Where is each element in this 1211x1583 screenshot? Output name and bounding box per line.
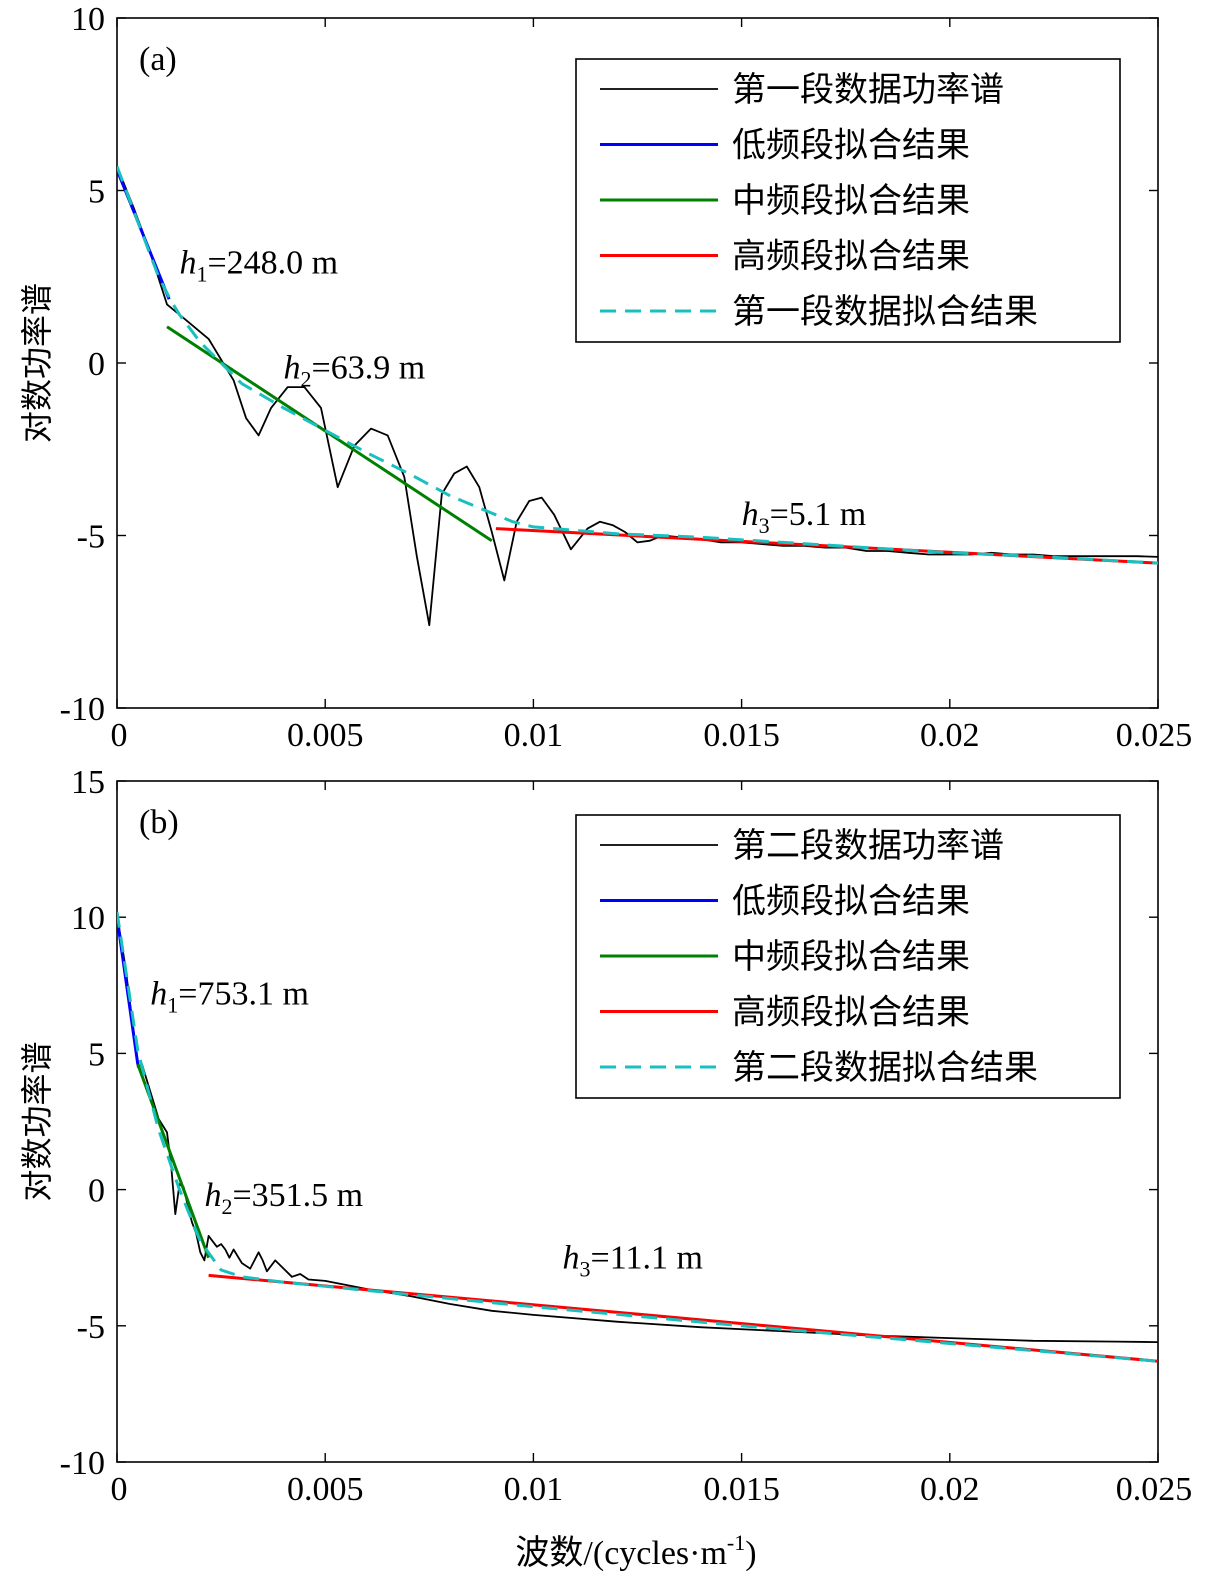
legend-label: 高频段拟合结果 (732, 238, 970, 276)
panel-a: 0 0.005 0.01 0.015 0.02 0.025 -10 -5 0 5 10 对数功率谱 (a… (19, 1, 1192, 754)
thickness-annotation: h3=5.1 m (742, 496, 867, 538)
x-tick-label: 0 (111, 717, 128, 754)
annotation-value: =63.9 m (312, 350, 426, 387)
y-tick-label: 0 (88, 1173, 105, 1210)
y-tick-label: 10 (71, 900, 105, 937)
x-tick-label: 0.02 (920, 717, 980, 754)
legend-label: 第一段数据功率谱 (732, 71, 1004, 109)
y-tick-label: 0 (88, 346, 105, 383)
thickness-annotation: h1=248.0 m (179, 244, 338, 286)
legend-label: 低频段拟合结果 (732, 883, 970, 921)
series-group (117, 911, 1158, 1363)
x-tick-label: 0.02 (920, 1471, 980, 1508)
annotation-value: =351.5 m (232, 1177, 363, 1214)
annotation-subscript: 2 (301, 367, 312, 392)
x-tick-label: 0.015 (703, 1471, 780, 1508)
y-axis-label: 对数功率谱 (19, 1041, 55, 1201)
thickness-annotation: h2=351.5 m (204, 1177, 363, 1219)
panel-b: 0 0.005 0.01 0.015 0.02 0.025 -10 -5 0 5 10 15 对数功率谱… (19, 764, 1192, 1508)
legend-label: 第二段数据拟合结果 (732, 1049, 1038, 1087)
annotation-symbol: h (150, 975, 167, 1012)
series-line-4 (117, 165, 1158, 565)
annotation-value: =753.1 m (178, 975, 309, 1012)
x-axis-label: 波数/(cycles·m-1) (515, 1530, 756, 1572)
annotation-subscript: 3 (580, 1257, 591, 1282)
x-axis-label-text: 波数/(cycles·m (515, 1534, 727, 1572)
annotation-symbol: h (742, 496, 759, 533)
series-line-0 (117, 166, 1158, 627)
thickness-annotation: h2=63.9 m (284, 350, 426, 392)
annotation-symbol: h (284, 350, 301, 387)
legend-label: 第二段数据功率谱 (732, 827, 1004, 865)
x-axis-label-exponent: -1 (727, 1530, 745, 1555)
panel-label: (b) (139, 804, 179, 841)
y-axis-label: 对数功率谱 (19, 283, 55, 443)
annotation-subscript: 2 (221, 1194, 232, 1219)
y-tick-label: 10 (71, 1, 105, 38)
legend-label: 第一段数据拟合结果 (732, 293, 1038, 331)
thickness-annotation: h3=11.1 m (563, 1240, 703, 1282)
x-tick-label: 0.025 (1116, 717, 1193, 754)
legend-label: 低频段拟合结果 (732, 127, 970, 165)
y-tick-label: 5 (88, 1036, 105, 1073)
annotation-subscript: 1 (196, 261, 207, 286)
y-tick-label: -5 (77, 519, 105, 556)
annotation-value: =11.1 m (591, 1240, 703, 1277)
panel-label: (a) (139, 41, 177, 78)
legend-label: 中频段拟合结果 (732, 182, 970, 220)
y-tick-label: -10 (60, 691, 105, 728)
annotation-symbol: h (179, 244, 196, 281)
x-axis-label-close: ) (745, 1535, 756, 1572)
x-tick-label: 0.005 (287, 1471, 364, 1508)
annotation-value: =248.0 m (207, 244, 338, 281)
y-tick-label: 15 (71, 764, 105, 801)
y-tick-label: 5 (88, 174, 105, 211)
legend-label: 中频段拟合结果 (732, 938, 970, 976)
y-tick-label: -5 (77, 1309, 105, 1346)
annotation-symbol: h (563, 1240, 580, 1277)
annotation-symbol: h (204, 1177, 221, 1214)
y-tick-label: -10 (60, 1445, 105, 1482)
legend-label: 高频段拟合结果 (732, 994, 970, 1032)
x-tick-label: 0.005 (287, 717, 364, 754)
x-tick-label: 0.01 (504, 717, 564, 754)
x-tick-label: 0.025 (1116, 1471, 1193, 1508)
x-tick-label: 0.015 (703, 717, 780, 754)
thickness-annotation: h1=753.1 m (150, 975, 309, 1017)
annotation-subscript: 1 (167, 992, 178, 1017)
series-line-4 (117, 911, 1158, 1363)
annotation-value: =5.1 m (770, 496, 867, 533)
annotation-subscript: 3 (759, 513, 770, 538)
x-tick-label: 0 (111, 1471, 128, 1508)
series-group (117, 165, 1158, 627)
x-tick-label: 0.01 (504, 1471, 564, 1508)
